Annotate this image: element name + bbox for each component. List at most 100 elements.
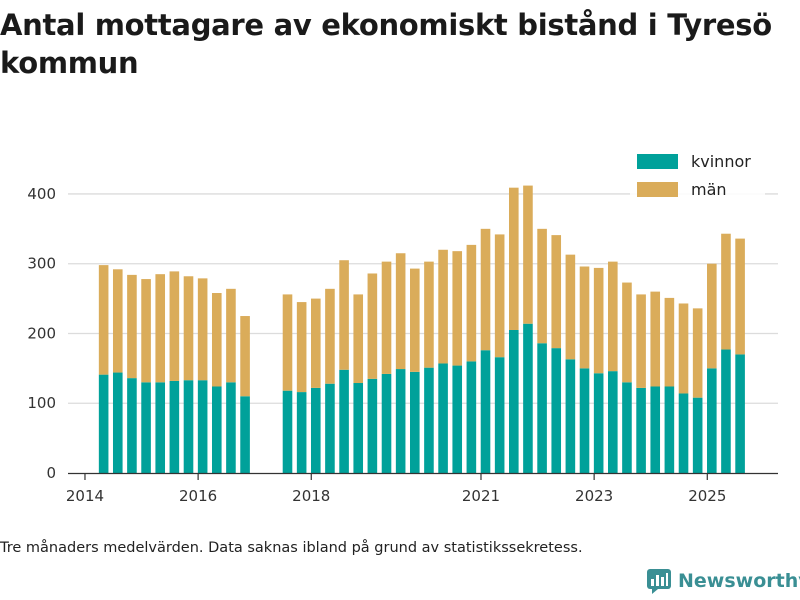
bar-man bbox=[310, 298, 321, 388]
bar-kvinnor bbox=[664, 386, 675, 473]
x-tick-label: 2014 bbox=[66, 487, 104, 505]
bar-kvinnor bbox=[622, 382, 632, 473]
bar-man bbox=[282, 294, 293, 391]
bar-kvinnor bbox=[395, 369, 406, 473]
bar-kvinnor bbox=[707, 368, 717, 473]
bar-kvinnor bbox=[409, 371, 420, 473]
bar-man bbox=[353, 294, 364, 384]
bar-kvinnor bbox=[678, 393, 689, 473]
bar-man bbox=[339, 260, 349, 370]
bar-kvinnor bbox=[339, 369, 349, 473]
axes: 0 100 200 300 400 2014 2016 2018 2021 2023 2025 bbox=[27, 185, 778, 505]
bar-kvinnor bbox=[494, 357, 505, 473]
x-tick-label: 2021 bbox=[462, 487, 500, 505]
bar-kvinnor bbox=[509, 329, 519, 473]
bar-man bbox=[381, 261, 392, 374]
bar-kvinnor bbox=[424, 367, 434, 473]
bar-kvinnor bbox=[353, 383, 364, 473]
bar-man bbox=[608, 261, 618, 372]
bar-man bbox=[551, 235, 562, 349]
bar-man bbox=[112, 269, 123, 373]
bar-kvinnor bbox=[692, 397, 703, 473]
y-tick-label: 0 bbox=[46, 464, 56, 482]
bar-kvinnor bbox=[169, 380, 180, 473]
legend-label: män bbox=[691, 180, 727, 199]
bar-kvinnor bbox=[296, 392, 307, 473]
bar-man bbox=[466, 244, 477, 362]
bar-man bbox=[197, 278, 208, 381]
bar-man bbox=[395, 253, 406, 370]
bar-kvinnor bbox=[579, 368, 590, 473]
bar-kvinnor bbox=[197, 380, 208, 473]
y-tick-label: 400 bbox=[27, 185, 56, 203]
bar-man bbox=[692, 308, 703, 398]
bar-man bbox=[593, 267, 604, 374]
bar-man bbox=[127, 274, 137, 379]
bar-man bbox=[579, 266, 590, 369]
bar-kvinnor bbox=[480, 350, 491, 473]
bar-man bbox=[565, 254, 576, 360]
bar-kvinnor bbox=[183, 380, 194, 473]
bar-kvinnor bbox=[650, 386, 661, 473]
bar-kvinnor bbox=[608, 371, 618, 473]
bar-kvinnor bbox=[112, 372, 123, 473]
y-tick-label: 100 bbox=[27, 394, 56, 412]
x-tick-label: 2018 bbox=[292, 487, 330, 505]
bar-kvinnor bbox=[226, 382, 236, 473]
x-tick-label: 2016 bbox=[179, 487, 217, 505]
bar-kvinnor bbox=[240, 396, 250, 473]
bar-man bbox=[622, 282, 632, 383]
bar-kvinnor bbox=[141, 382, 151, 473]
bar-kvinnor bbox=[452, 365, 463, 473]
x-tick-label: 2023 bbox=[575, 487, 613, 505]
legend: kvinnor män bbox=[630, 148, 765, 206]
bar-man bbox=[226, 288, 236, 383]
bar-man bbox=[183, 276, 194, 381]
bar-man bbox=[169, 271, 180, 381]
legend-swatch-man bbox=[637, 182, 678, 197]
bar-man bbox=[452, 251, 463, 366]
bar-kvinnor bbox=[325, 383, 335, 473]
bar-man bbox=[240, 316, 250, 397]
bar-kvinnor bbox=[537, 343, 547, 473]
bar-kvinnor bbox=[98, 374, 109, 473]
bar-man bbox=[678, 303, 689, 394]
bar-kvinnor bbox=[211, 386, 222, 473]
bar-man bbox=[424, 261, 434, 368]
bar-man bbox=[707, 263, 717, 369]
bar-man bbox=[650, 291, 661, 387]
bar-man bbox=[509, 187, 519, 330]
bar-kvinnor bbox=[310, 387, 321, 473]
bar-kvinnor bbox=[282, 390, 293, 473]
bar-man bbox=[494, 234, 505, 358]
chart-title: Antal mottagare av ekonomiskt bistånd i … bbox=[0, 8, 772, 80]
bar-man bbox=[438, 249, 448, 364]
bar-man bbox=[325, 288, 335, 384]
brand[interactable]: Newsworthy bbox=[646, 568, 800, 594]
bar-man bbox=[664, 297, 675, 387]
bar-man bbox=[721, 233, 731, 350]
bar-man bbox=[735, 238, 745, 355]
brand-name: Newsworthy bbox=[678, 570, 800, 592]
bar-man bbox=[523, 185, 533, 324]
bar-kvinnor bbox=[551, 348, 562, 473]
stacked-bar-chart: 0 100 200 300 400 2014 2016 2018 2021 2023 2025 kv… bbox=[27, 148, 778, 505]
bar-man bbox=[98, 265, 109, 375]
bar-kvinnor bbox=[636, 387, 646, 473]
bars bbox=[98, 185, 745, 473]
newsworthy-logo-icon bbox=[647, 569, 671, 594]
bar-kvinnor bbox=[735, 354, 745, 473]
bar-man bbox=[211, 293, 222, 387]
y-tick-label: 200 bbox=[27, 324, 56, 342]
bar-kvinnor bbox=[127, 378, 137, 473]
bar-man bbox=[155, 274, 166, 383]
bar-man bbox=[537, 228, 547, 344]
bar-man bbox=[367, 273, 378, 379]
bar-man bbox=[409, 268, 420, 372]
bar-kvinnor bbox=[593, 373, 604, 473]
y-tick-label: 300 bbox=[27, 255, 56, 273]
bar-kvinnor bbox=[367, 378, 378, 473]
bar-kvinnor bbox=[721, 349, 731, 473]
bar-man bbox=[636, 294, 646, 388]
bar-kvinnor bbox=[381, 373, 392, 473]
